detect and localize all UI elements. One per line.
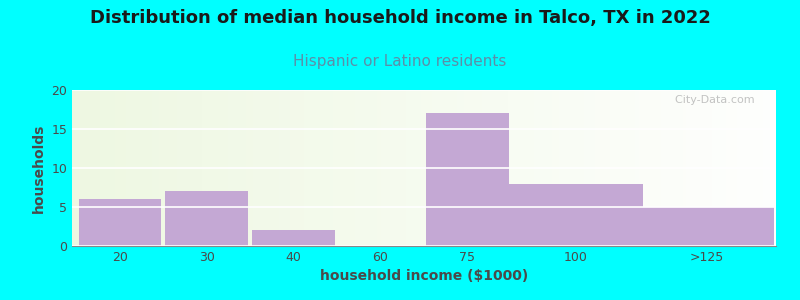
Bar [426,113,509,246]
X-axis label: household income ($1000): household income ($1000) [320,269,528,284]
Text: Hispanic or Latino residents: Hispanic or Latino residents [294,54,506,69]
Bar [166,191,248,246]
Bar [639,207,774,246]
Text: City-Data.com: City-Data.com [668,95,755,105]
Y-axis label: households: households [32,123,46,213]
Text: Distribution of median household income in Talco, TX in 2022: Distribution of median household income … [90,9,710,27]
Bar [509,184,643,246]
Bar [78,199,161,246]
Bar [252,230,335,246]
